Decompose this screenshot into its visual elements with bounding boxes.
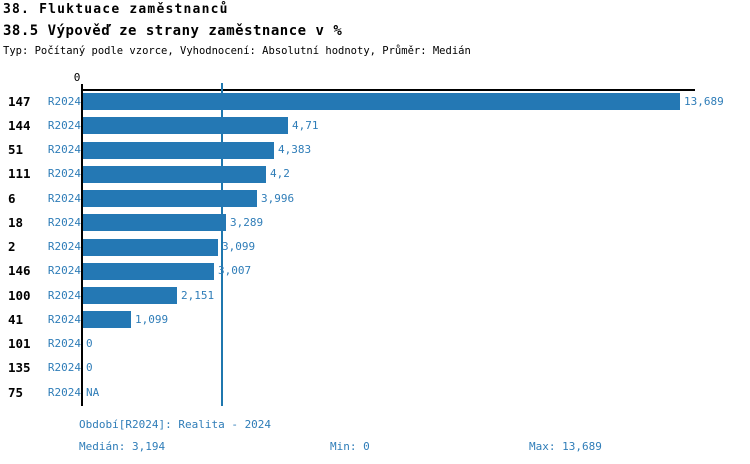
- chart-meta-info: Typ: Počítaný podle vzorce, Vyhodnocení:…: [3, 45, 471, 57]
- bar-row: 2 R2024 3,099: [0, 235, 750, 259]
- x-axis-tick-mark: [81, 84, 83, 89]
- value-bar: [83, 262, 214, 280]
- value-bar: [83, 287, 177, 305]
- value-label: 3,996: [261, 191, 295, 205]
- row-series-link[interactable]: R2024: [47, 385, 81, 399]
- row-series-link[interactable]: R2024: [47, 312, 81, 326]
- bar-row: 101 R2024 0: [0, 332, 750, 356]
- bar-row: 6 R2024 3,996: [0, 187, 750, 211]
- row-series-link[interactable]: R2024: [47, 94, 81, 108]
- bar-row: 111 R2024 4,2: [0, 162, 750, 186]
- value-label: 3,289: [230, 215, 264, 229]
- bar-row: 100 R2024 2,151: [0, 284, 750, 308]
- page-title: 38. Fluktuace zaměstnanců: [3, 2, 229, 17]
- bar-row: 146 R2024 3,007: [0, 259, 750, 283]
- median-line: [221, 83, 223, 406]
- value-label: 0: [86, 361, 93, 375]
- row-series-link[interactable]: R2024: [47, 240, 81, 253]
- value-bar: [83, 190, 257, 208]
- row-series-link[interactable]: R2024: [47, 264, 81, 278]
- value-label: NA: [86, 385, 100, 399]
- row-category-label: 2: [8, 239, 16, 254]
- value-label: 4,2: [270, 167, 290, 181]
- bar-row: 147 R2024 13,689: [0, 90, 750, 114]
- x-axis-tick-label: 0: [73, 71, 81, 84]
- bar-row: 41 R2024 1,099: [0, 308, 750, 332]
- row-category-label: 135: [8, 360, 31, 376]
- row-series-link[interactable]: R2024: [47, 167, 81, 181]
- value-bar: [83, 93, 680, 111]
- row-category-label: 146: [8, 263, 31, 279]
- value-label: 2,151: [181, 288, 215, 302]
- row-category-label: 111: [8, 166, 31, 182]
- bar-rows: 147 R2024 13,689 144 R2024 4,71 51 R2024…: [0, 89, 750, 409]
- value-label: 13,689: [684, 94, 724, 108]
- row-category-label: 100: [8, 287, 31, 303]
- row-category-label: 51: [8, 142, 24, 157]
- row-category-label: 147: [8, 93, 31, 109]
- row-series-link[interactable]: R2024: [47, 191, 81, 205]
- x-axis-line: [81, 89, 695, 91]
- row-category-label: 75: [8, 384, 24, 400]
- row-series-link[interactable]: R2024: [47, 143, 81, 156]
- row-series-link[interactable]: R2024: [47, 361, 81, 375]
- row-series-link[interactable]: R2024: [47, 118, 81, 132]
- value-bar: [83, 238, 218, 256]
- value-label: 4,71: [292, 118, 319, 132]
- row-category-label: 41: [8, 311, 24, 327]
- value-label: 1,099: [135, 312, 169, 326]
- y-axis-line: [81, 89, 83, 406]
- bar-row: 75 R2024 NA: [0, 381, 750, 405]
- bar-row: 144 R2024 4,71: [0, 114, 750, 138]
- value-bar: [83, 311, 131, 329]
- bar-row: 18 R2024 3,289: [0, 211, 750, 235]
- row-category-label: 144: [8, 117, 31, 133]
- value-bar: [83, 165, 266, 183]
- value-bar: [83, 214, 226, 232]
- footer-period: Období[R2024]: Realita - 2024: [79, 418, 272, 431]
- row-category-label: 18: [8, 214, 24, 230]
- footer-median: Medián: 3,194: [79, 440, 166, 453]
- row-series-link[interactable]: R2024: [47, 215, 81, 229]
- chart-subtitle: 38.5 Výpověď ze strany zaměstnance v %: [3, 23, 343, 39]
- bar-row: 135 R2024 0: [0, 356, 750, 380]
- value-label: 3,099: [222, 240, 256, 253]
- row-category-label: 6: [8, 190, 16, 206]
- chart-area: 0 147 R2024 13,689 144 R2024 4,71 51 R20…: [0, 71, 750, 409]
- value-label: 4,383: [278, 143, 312, 156]
- bar-row: 51 R2024 4,383: [0, 138, 750, 162]
- value-bar: [83, 117, 288, 135]
- row-series-link[interactable]: R2024: [47, 337, 81, 350]
- footer-min: Min: 0: [330, 440, 370, 453]
- footer-max: Max: 13,689: [529, 440, 602, 453]
- value-bar: [83, 141, 274, 159]
- value-label: 0: [86, 337, 93, 350]
- row-series-link[interactable]: R2024: [47, 288, 81, 302]
- row-category-label: 101: [8, 336, 31, 351]
- value-label: 3,007: [218, 264, 252, 278]
